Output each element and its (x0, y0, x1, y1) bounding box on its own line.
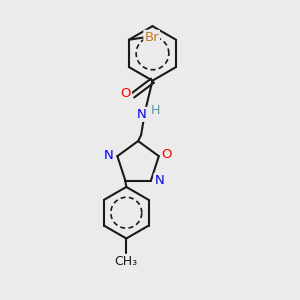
Text: Br: Br (144, 31, 159, 44)
Text: H: H (150, 104, 160, 117)
Text: N: N (154, 174, 164, 187)
Text: O: O (161, 148, 172, 161)
Text: CH₃: CH₃ (115, 255, 138, 268)
Text: N: N (137, 108, 147, 121)
Text: N: N (104, 149, 114, 162)
Text: O: O (121, 87, 131, 100)
